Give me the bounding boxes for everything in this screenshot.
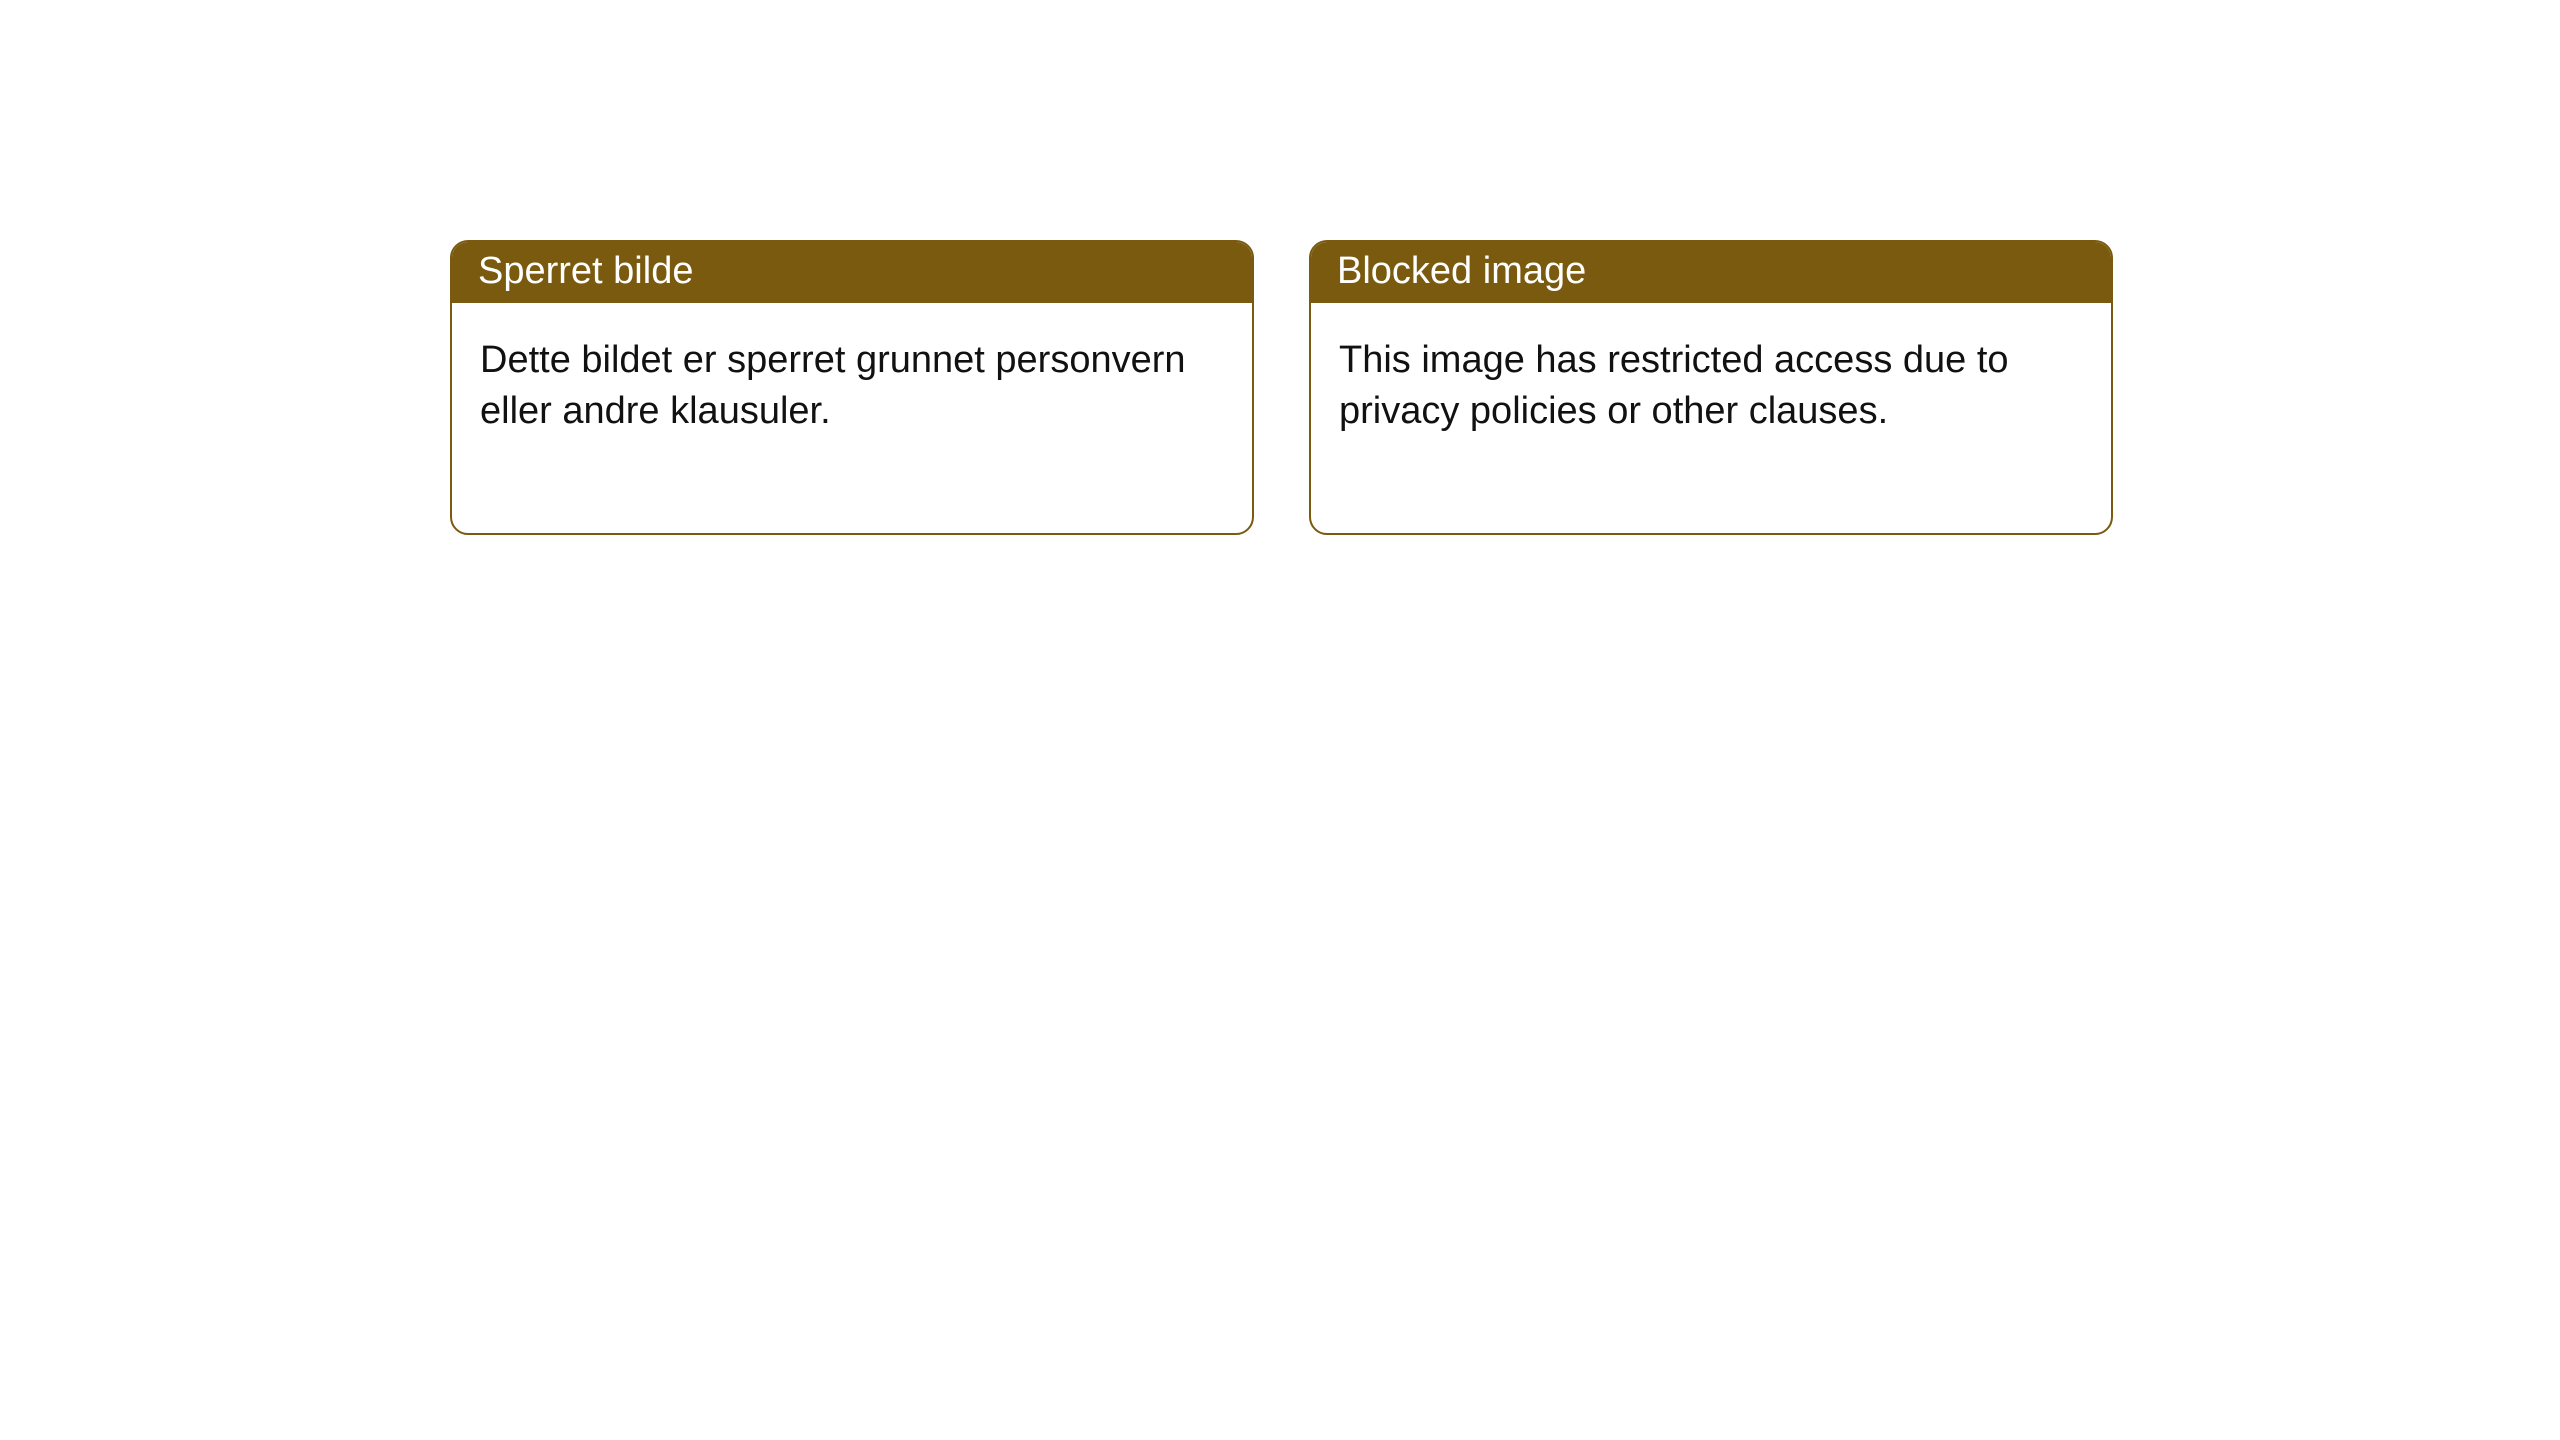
notice-card-english: Blocked image This image has restricted … (1309, 240, 2113, 535)
notice-body-english: This image has restricted access due to … (1311, 303, 2111, 533)
notice-title-norwegian: Sperret bilde (452, 242, 1252, 303)
notice-container: Sperret bilde Dette bildet er sperret gr… (0, 0, 2560, 535)
notice-body-norwegian: Dette bildet er sperret grunnet personve… (452, 303, 1252, 533)
notice-title-english: Blocked image (1311, 242, 2111, 303)
notice-card-norwegian: Sperret bilde Dette bildet er sperret gr… (450, 240, 1254, 535)
